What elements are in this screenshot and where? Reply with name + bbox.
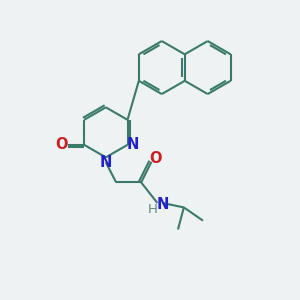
Text: N: N — [126, 137, 139, 152]
Text: N: N — [156, 197, 169, 212]
Text: H: H — [147, 203, 157, 216]
Text: O: O — [55, 137, 68, 152]
Text: O: O — [150, 151, 162, 166]
Text: N: N — [100, 155, 112, 170]
